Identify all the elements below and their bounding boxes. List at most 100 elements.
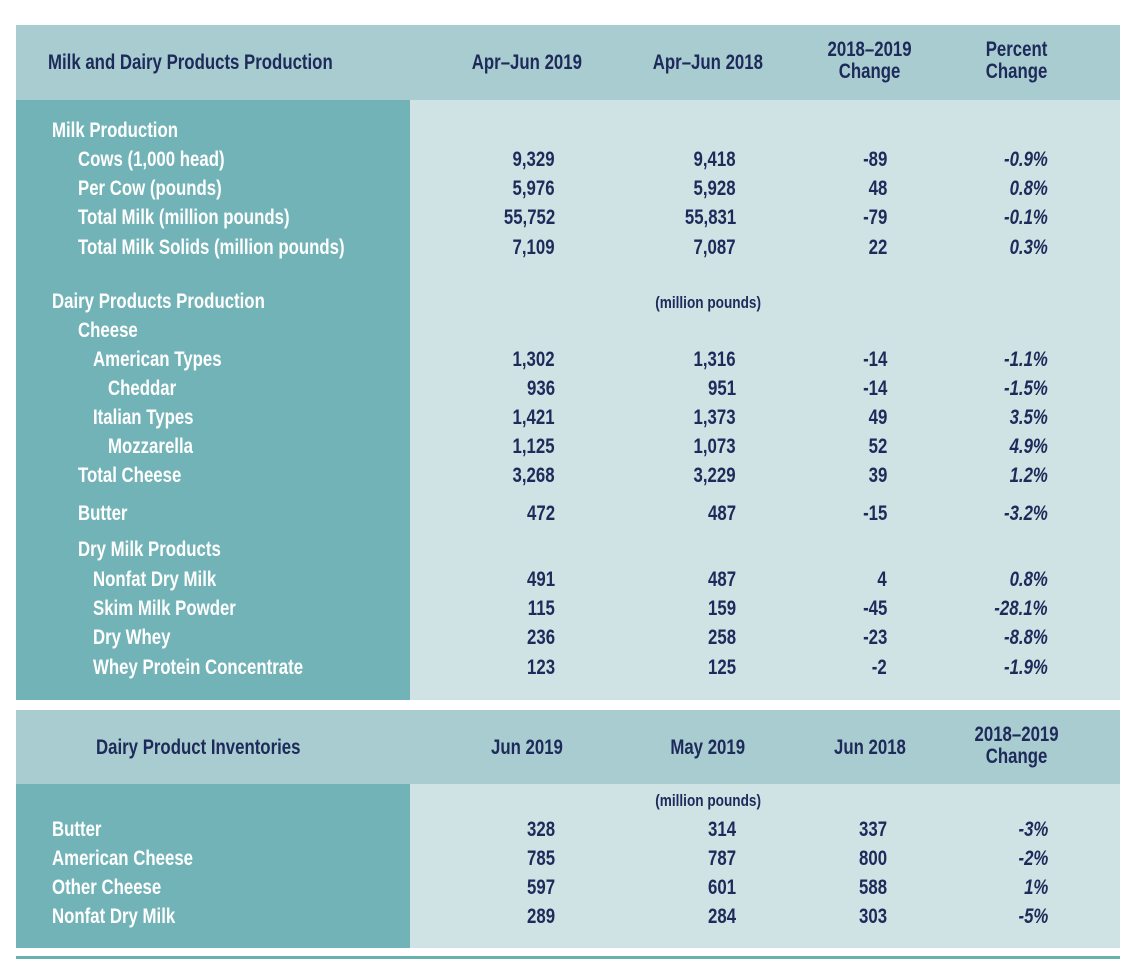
value-cell: -5% (1018, 905, 1048, 928)
value-cell: 472 (526, 502, 555, 525)
value-cell: -23 (862, 626, 887, 649)
value-cell: 3.5% (1009, 406, 1048, 429)
row-label: Total Cheese (78, 464, 182, 487)
value-cell: 5,928 (693, 177, 736, 200)
value-cell: 52 (868, 435, 887, 458)
value-cell: 597 (526, 876, 555, 899)
header-jun-2018: Jun 2018 (834, 736, 906, 759)
row-label: Total Milk (million pounds) (78, 206, 290, 229)
values-area (410, 784, 1120, 948)
bottom-rule (16, 956, 1120, 959)
header-jun-2019: Jun 2019 (491, 736, 563, 759)
header-may-2019: May 2019 (670, 736, 746, 759)
value-cell: 258 (707, 626, 736, 649)
inventories-table: Dairy Product Inventories Jun 2019 May 2… (16, 710, 1120, 948)
header-percent-change: Percent Change (986, 38, 1048, 83)
row-label: American Cheese (52, 847, 194, 870)
value-cell: 9,329 (512, 148, 555, 171)
value-cell: -2 (872, 656, 887, 679)
value-cell: 1.2% (1009, 464, 1048, 487)
value-cell: 284 (707, 905, 736, 928)
value-cell: 4 (877, 568, 887, 591)
value-cell: 951 (707, 377, 736, 400)
row-label: American Types (93, 348, 222, 371)
value-cell: 0.8% (1009, 568, 1048, 591)
value-cell: -2% (1018, 847, 1048, 870)
production-title: Milk and Dairy Products Production (48, 51, 333, 74)
value-cell: 7,109 (512, 236, 555, 259)
value-cell: 800 (858, 847, 887, 870)
value-cell: -0.9% (1004, 148, 1048, 171)
row-label: Cheddar (108, 377, 177, 400)
value-cell: -8.8% (1004, 626, 1048, 649)
production-table-header: Milk and Dairy Products Production Apr–J… (16, 25, 1120, 100)
label-column (16, 784, 410, 948)
value-cell: 49 (868, 406, 887, 429)
row-label: Cheese (78, 319, 138, 342)
value-cell: -3% (1018, 818, 1048, 841)
value-cell: 159 (707, 597, 736, 620)
row-label: Skim Milk Powder (93, 597, 236, 620)
row-label: Whey Protein Concentrate (93, 656, 304, 679)
value-cell: -1.5% (1004, 377, 1048, 400)
value-cell: 601 (707, 876, 736, 899)
value-cell: 303 (858, 905, 887, 928)
value-cell: 491 (526, 568, 555, 591)
value-cell: 0.3% (1009, 236, 1048, 259)
value-cell: 7,087 (693, 236, 736, 259)
label-column (16, 100, 410, 700)
row-label: Dry Milk Products (78, 538, 221, 561)
value-cell: 39 (868, 464, 887, 487)
value-cell: -45 (862, 597, 887, 620)
row-label: Dairy Products Production (52, 290, 265, 313)
value-cell: -14 (862, 377, 887, 400)
header-change: 2018–2019 Change (974, 723, 1060, 768)
value-cell: 1,373 (693, 406, 736, 429)
value-cell: -1.1% (1004, 348, 1048, 371)
unit-note: (million pounds) (655, 791, 761, 810)
header-change: 2018–2019 Change (827, 38, 913, 83)
value-cell: 3,268 (512, 464, 555, 487)
production-table: Milk and Dairy Products Production Apr–J… (16, 25, 1120, 700)
row-label: Other Cheese (52, 876, 162, 899)
value-cell: 0.8% (1009, 177, 1048, 200)
value-cell: 236 (526, 626, 555, 649)
header-apr-jun-2019: Apr–Jun 2019 (471, 51, 583, 74)
value-cell: 55,831 (684, 206, 736, 229)
value-cell: 1,073 (693, 435, 736, 458)
row-label: Italian Types (93, 406, 194, 429)
value-cell: 55,752 (503, 206, 555, 229)
row-label: Dry Whey (93, 626, 171, 649)
inventories-title: Dairy Product Inventories (96, 736, 301, 759)
value-cell: 1,421 (512, 406, 555, 429)
row-label: Nonfat Dry Milk (52, 905, 176, 928)
value-cell: 9,418 (693, 148, 736, 171)
row-label: Cows (1,000 head) (78, 148, 225, 171)
value-cell: -79 (862, 206, 887, 229)
value-cell: 123 (526, 656, 555, 679)
value-cell: 785 (526, 847, 555, 870)
value-cell: 1,316 (693, 348, 736, 371)
value-cell: 328 (526, 818, 555, 841)
value-cell: -89 (862, 148, 887, 171)
value-cell: -14 (862, 348, 887, 371)
values-area (410, 100, 1120, 700)
value-cell: 787 (707, 847, 736, 870)
value-cell: 289 (526, 905, 555, 928)
value-cell: 3,229 (693, 464, 736, 487)
inventories-table-header: Dairy Product Inventories Jun 2019 May 2… (16, 710, 1120, 784)
value-cell: 936 (526, 377, 555, 400)
value-cell: 487 (707, 502, 736, 525)
value-cell: 5,976 (512, 177, 555, 200)
row-label: Milk Production (52, 119, 178, 142)
row-label: Nonfat Dry Milk (93, 568, 217, 591)
value-cell: 115 (527, 597, 555, 620)
row-label: Per Cow (pounds) (78, 177, 222, 200)
value-cell: 588 (858, 876, 887, 899)
value-cell: -0.1% (1004, 206, 1048, 229)
row-label: Mozzarella (108, 435, 193, 458)
value-cell: -28.1% (994, 597, 1048, 620)
value-cell: 48 (868, 177, 887, 200)
row-label: Butter (52, 818, 102, 841)
value-cell: -1.9% (1004, 656, 1048, 679)
